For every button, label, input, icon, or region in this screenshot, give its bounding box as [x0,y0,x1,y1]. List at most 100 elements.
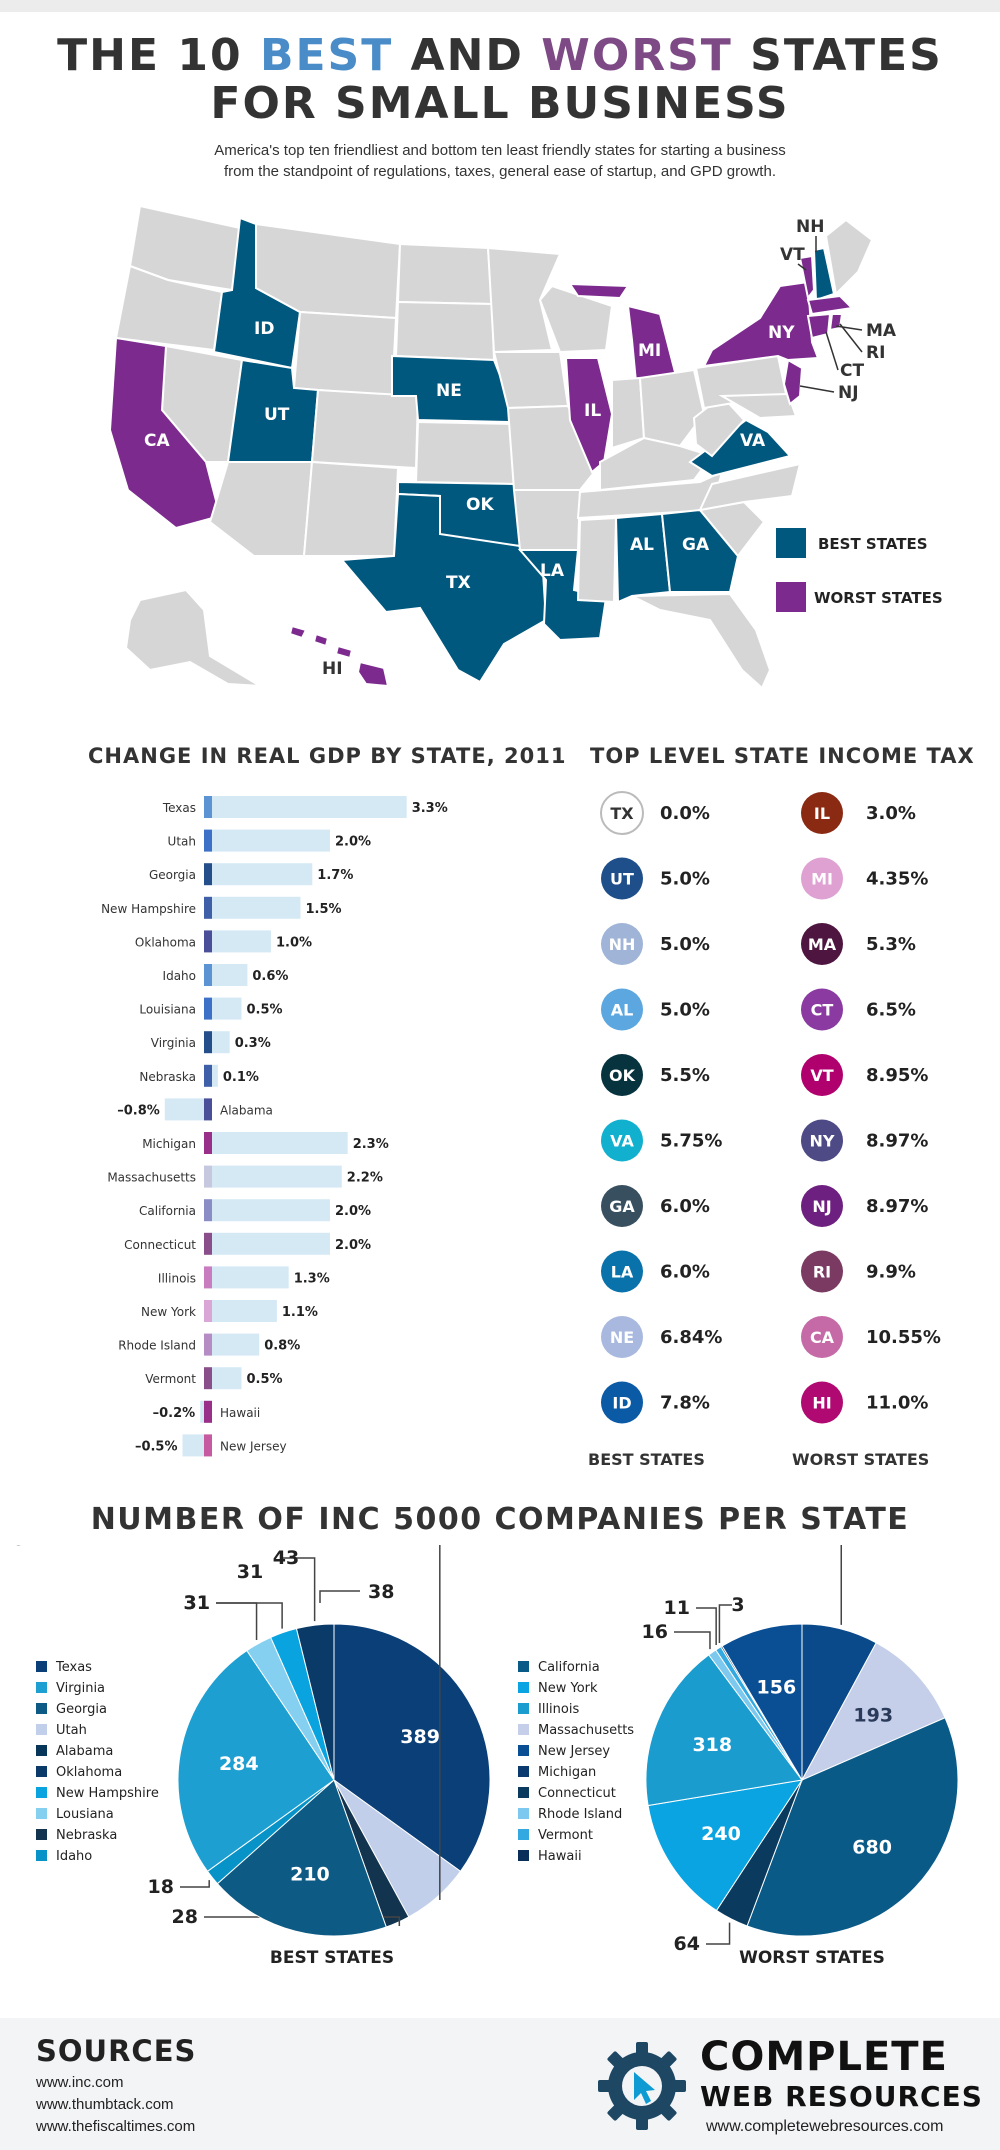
pie-callout-line [840,1545,843,1625]
source-link[interactable]: www.thumbtack.com [36,2096,174,2113]
sources-title: SOURCES [36,2034,197,2068]
gdp-value-label: –0.8% [117,1103,160,1118]
legend-item: Rhode Island [518,1807,622,1822]
gdp-bar-row: Nebraska 0.1% [139,1064,259,1087]
state-ms [576,516,618,604]
tax-row: MA 5.3% [801,923,916,965]
gdp-value-label: 2.0% [335,1238,371,1253]
tax-rate: 9.9% [866,1262,916,1283]
pie-callout-line [216,1602,258,1640]
legend-swatch [518,1766,529,1777]
legend-swatch [36,1682,47,1693]
legend-label: Vermont [538,1828,593,1843]
tax-rate: 6.0% [660,1262,710,1283]
state-badge [801,1250,843,1293]
state-me [824,218,874,297]
tax-row: ID 7.8% [601,1381,710,1424]
tax-row: VA 5.75% [601,1119,722,1162]
gdp-category-label: Idaho [163,969,196,983]
label-ct: CT [840,361,864,381]
pie-value-label: 318 [692,1734,732,1756]
title-line2: FOR SMALL BUSINESS [210,78,790,129]
pie-slice [295,1623,335,1781]
gdp-category-label: Oklahoma [135,935,196,949]
tax-rate: 5.75% [660,1131,722,1152]
gdp-bar [212,1132,348,1154]
state-badge-label: VT [810,1066,833,1085]
gdp-bar-row: Oklahoma 1.0% [135,930,312,953]
page-title: THE 10 BEST AND WORST STATES FOR SMALL B… [0,32,1000,128]
tax-row: NE 6.84% [601,1316,722,1358]
gdp-swatch [204,1434,212,1457]
gdp-swatch [204,796,212,818]
gdp-swatch [204,964,212,986]
brand-url[interactable]: www.completewebresources.com [706,2118,944,2135]
legend-item: Alabama [36,1744,113,1759]
label-ca: CA [144,431,170,451]
label-id: ID [254,319,274,339]
pie-slice [647,1779,804,1912]
gdp-value-label: 1.5% [306,902,342,917]
gear-logo-icon [598,2042,686,2130]
tax-rate: 4.35% [866,869,928,890]
pie-slice [177,1649,335,1873]
tax-rate: 6.84% [660,1327,722,1348]
state-badge-label: MI [811,870,833,889]
gdp-bar [212,1367,242,1390]
tax-rate: 7.8% [660,1393,710,1414]
gdp-bar [164,1098,212,1121]
pie-value-label: 43 [273,1547,299,1569]
tax-row: LA 6.0% [601,1250,710,1293]
gdp-swatch [204,930,212,953]
tax-row: NJ 8.97% [801,1185,928,1227]
gdp-category-label: Vermont [145,1372,196,1386]
gdp-value-label: –0.2% [153,1406,196,1421]
legend-swatch [36,1829,47,1840]
tax-rate: 0.0% [660,803,710,824]
tax-row: AL 5.0% [601,988,710,1031]
legend-swatch [36,1703,47,1714]
pie-slice [645,1654,803,1807]
tax-row: IL 3.0% [801,792,916,834]
tax-row: RI 9.9% [801,1250,916,1293]
pie-value-label: 38 [368,1581,394,1603]
tax-rate: 5.0% [660,869,710,890]
gdp-category-label: Rhode Island [118,1339,196,1353]
gdp-bar-row: Rhode Island 0.8% [118,1333,300,1356]
gdp-category-label: Hawaii [220,1406,260,1420]
legend-swatch [518,1829,529,1840]
state-badge-label: NE [610,1328,634,1347]
pie-value-label: 28 [172,1906,198,1928]
legend-label: Massachusetts [538,1723,634,1738]
gdp-swatch [204,1064,212,1087]
gdp-bar [212,1300,277,1322]
gdp-bar [212,1165,342,1188]
tax-rate: 5.0% [660,1000,710,1021]
tax-row: VT 8.95% [801,1054,928,1096]
title-part: AND [393,30,542,81]
source-link[interactable]: www.inc.com [36,2074,124,2091]
gdp-value-label: 1.0% [276,935,312,950]
tax-rate: 8.97% [866,1196,928,1217]
pie-value-label: 284 [219,1753,259,1775]
gdp-swatch [204,896,212,919]
state-badge [801,1381,843,1424]
state-md [718,392,798,420]
gdp-value-label: 0.5% [247,1003,283,1018]
state-badge [601,1054,643,1096]
gdp-value-label: 0.3% [235,1036,271,1051]
us-map: ID UT NE OK TX LA AL GA VA CA IL MI NY N… [108,204,943,690]
legend-swatch [36,1724,47,1735]
state-badge-label: HI [812,1394,831,1413]
state-badge [801,1054,843,1096]
tax-rate: 3.0% [866,803,916,824]
tax-rate: 8.95% [866,1065,928,1086]
pie-worst-label: WORST STATES [739,1948,885,1968]
pie-value-label: 240 [701,1823,741,1845]
gdp-bar [212,863,313,886]
legend-label: Illinois [538,1702,579,1717]
gdp-swatch [204,1132,212,1154]
source-link[interactable]: www.thefiscaltimes.com [36,2118,196,2135]
legend-label: Lousiana [56,1807,114,1822]
legend-swatch [518,1787,529,1798]
